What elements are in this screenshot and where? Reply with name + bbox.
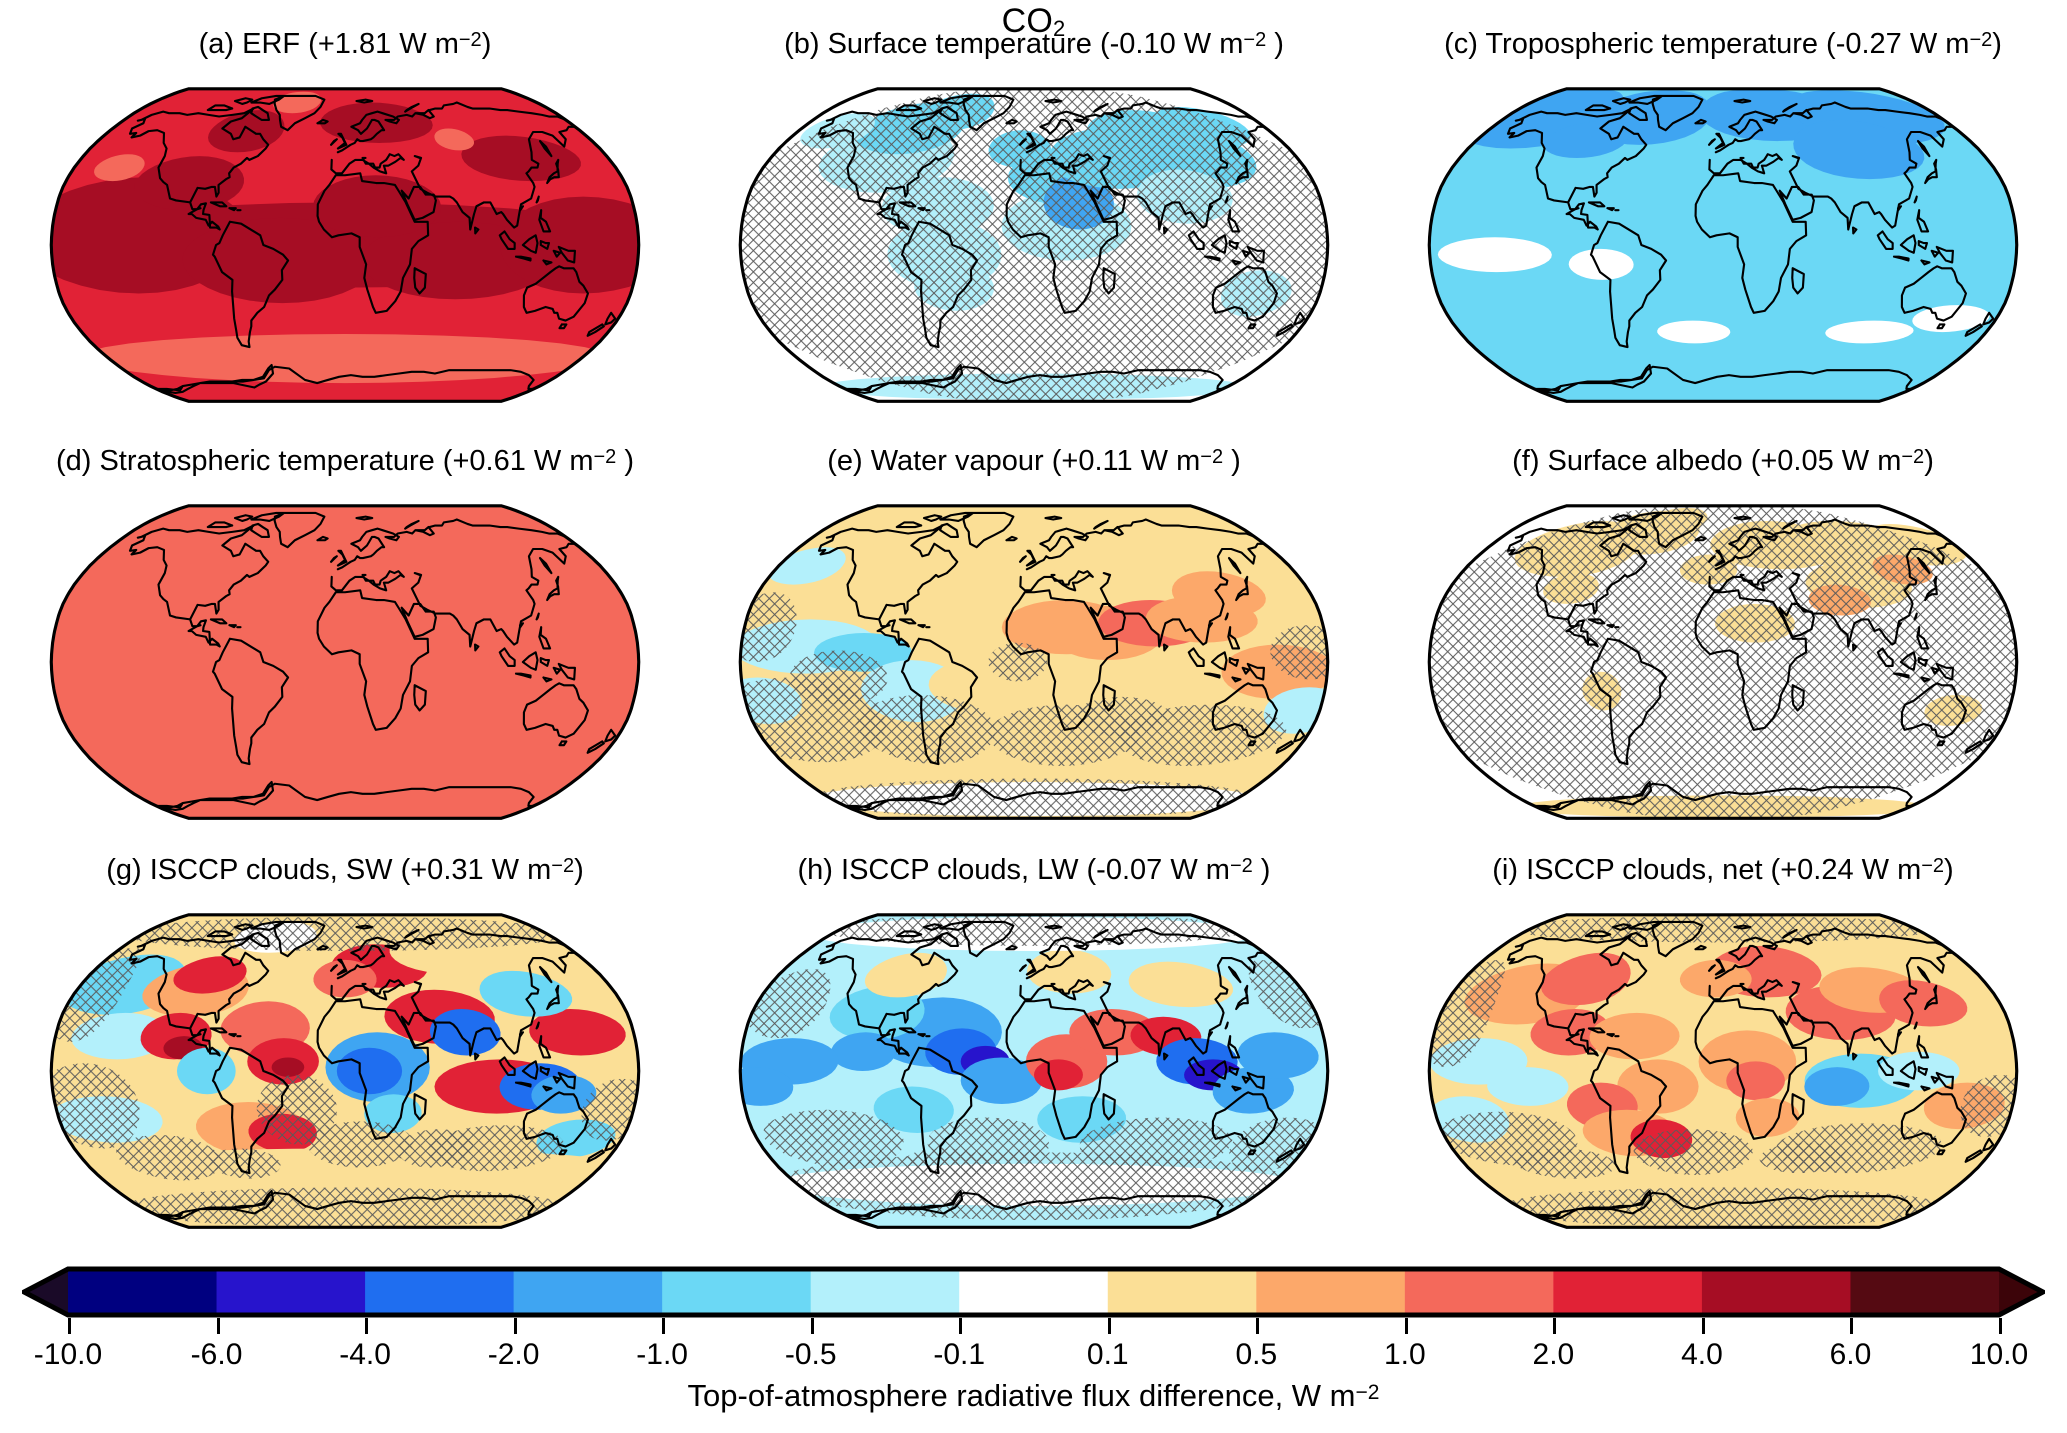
colorbar-ticks: -10.0 -6.0 -4.0 -2.0 -1.0 -0.5 -0.1 0.1 0.5 1.0 2.… — [22, 1318, 2045, 1376]
colorbar-tick — [1256, 1318, 1260, 1334]
panel-title-sup: −2 — [1969, 29, 1993, 51]
panel-title-tail: ) — [574, 854, 584, 886]
panel-title-surface-temperature: (b) Surface temperature (-0.10 W m−2 ) — [697, 30, 1371, 59]
panel-title-text: (g) ISCCP clouds, SW (+0.31 W m — [106, 854, 552, 886]
panel-title-sup: −2 — [1921, 855, 1945, 877]
colorbar-tick-label: -4.0 — [339, 1338, 391, 1371]
panel-title-sup: −2 — [551, 855, 575, 877]
colorbar-tick-label: 0.1 — [1086, 1338, 1129, 1371]
colorbar-tick-label: 10.0 — [1969, 1338, 2029, 1371]
map-water-vapour — [697, 487, 1371, 837]
panel-title-tail: ) — [1944, 854, 1954, 886]
suptitle-text: CO — [1001, 2, 1053, 40]
colorbar-tick — [1999, 1318, 2002, 1334]
panel-title-sup: −2 — [593, 446, 617, 468]
colorbar-tick — [1553, 1318, 1557, 1334]
colorbar-label-sup: −2 — [1355, 1381, 1380, 1404]
panel-title-tail: ) — [1252, 854, 1271, 886]
panel-title-text: (i) ISCCP clouds, net (+0.24 W m — [1492, 854, 1922, 886]
panel-title-text: (h) ISCCP clouds, LW (-0.07 W m — [797, 854, 1230, 886]
panel-title-text: (f) Surface albedo (+0.05 W m — [1512, 445, 1902, 477]
colorbar-tick-label: -2.0 — [487, 1338, 540, 1371]
suptitle-subscript: 2 — [1052, 16, 1066, 41]
panel-title-tail: ) — [616, 445, 635, 477]
colorbar-tick-label: -6.0 — [190, 1338, 243, 1371]
panel-title-stratospheric-temperature: (d) Stratospheric temperature (+0.61 W m… — [8, 447, 682, 476]
panel-title-text: (d) Stratospheric temperature (+0.61 W m — [55, 445, 594, 477]
panel-title-tail: ) — [1924, 445, 1934, 477]
panel-title-tail: ) — [1266, 28, 1284, 60]
panel-title-sup: −2 — [1901, 446, 1925, 468]
panel-water-vapour: (e) Water vapour (+0.11 W m−2 ) — [697, 447, 1371, 837]
panel-title-text: (a) ERF (+1.81 W m — [198, 28, 459, 60]
colorbar-tick — [959, 1318, 963, 1334]
colorbar-tick-label: 1.0 — [1383, 1338, 1426, 1371]
panel-isccp-clouds-sw: (g) ISCCP clouds, SW (+0.31 W m−2) — [8, 856, 682, 1246]
panel-surface-temperature: (b) Surface temperature (-0.10 W m−2 ) — [697, 30, 1371, 420]
panel-title-tail: ) — [1992, 28, 2002, 60]
panel-title-isccp-clouds-lw: (h) ISCCP clouds, LW (-0.07 W m−2 ) — [697, 856, 1371, 885]
map-stratospheric-temperature — [8, 487, 682, 837]
map-tropospheric-temperature — [1386, 70, 2060, 420]
colorbar-tick-label: 4.0 — [1681, 1338, 1723, 1371]
panel-tropospheric-temperature: (c) Tropospheric temperature (-0.27 W m−… — [1386, 30, 2060, 420]
panel-title-water-vapour: (e) Water vapour (+0.11 W m−2 ) — [697, 447, 1371, 476]
colorbar-tick-label: 2.0 — [1532, 1338, 1575, 1371]
map-isccp-clouds-lw — [697, 896, 1371, 1246]
colorbar — [22, 1266, 2045, 1318]
panel-title-tail: ) — [1223, 445, 1241, 477]
map-isccp-clouds-net — [1386, 896, 2060, 1246]
colorbar-label-text: Top-of-atmosphere radiative flux differe… — [687, 1378, 1356, 1413]
colorbar-tick — [365, 1318, 369, 1334]
panel-surface-albedo: (f) Surface albedo (+0.05 W m−2) — [1386, 447, 2060, 837]
panel-title-text: (e) Water vapour (+0.11 W m — [827, 445, 1201, 477]
panel-title-sup: −2 — [1200, 446, 1224, 468]
colorbar-tick — [216, 1318, 220, 1334]
colorbar-tick — [1404, 1318, 1408, 1334]
panel-title-text: (b) Surface temperature (-0.10 W m — [784, 28, 1244, 60]
colorbar-tick — [1850, 1318, 1854, 1334]
panel-title-tail: ) — [481, 28, 492, 60]
colorbar-tick — [1701, 1318, 1705, 1334]
colorbar-tick-label: 0.5 — [1235, 1338, 1278, 1371]
panel-title-text: (c) Tropospheric temperature (-0.27 W m — [1444, 28, 1970, 60]
map-isccp-clouds-sw — [8, 896, 682, 1246]
map-erf — [8, 70, 682, 420]
panel-title-sup: −2 — [1243, 29, 1267, 51]
panel-title-tropospheric-temperature: (c) Tropospheric temperature (-0.27 W m−… — [1386, 30, 2060, 59]
colorbar-tick-label: -1.0 — [636, 1338, 688, 1371]
panel-title-sup: −2 — [1229, 855, 1253, 877]
colorbar-tick-label: -0.5 — [784, 1338, 837, 1371]
panel-stratospheric-temperature: (d) Stratospheric temperature (+0.61 W m… — [8, 447, 682, 837]
colorbar-tick — [662, 1318, 666, 1334]
panel-title-sup: −2 — [458, 29, 482, 51]
colorbar-tick-label: 6.0 — [1829, 1338, 1872, 1371]
colorbar-tick-label: -0.1 — [933, 1338, 986, 1371]
figure-suptitle: CO2 — [0, 2, 2067, 42]
panel-title-surface-albedo: (f) Surface albedo (+0.05 W m−2) — [1386, 447, 2060, 476]
panel-title-erf: (a) ERF (+1.81 W m−2) — [8, 30, 682, 59]
map-surface-temperature — [697, 70, 1371, 420]
colorbar-tick-label: -10.0 — [33, 1338, 103, 1371]
colorbar-axis-label: Top-of-atmosphere radiative flux differe… — [0, 1378, 2067, 1414]
panel-erf: (a) ERF (+1.81 W m−2) — [8, 30, 682, 420]
panel-title-isccp-clouds-net: (i) ISCCP clouds, net (+0.24 W m−2) — [1386, 856, 2060, 885]
colorbar-tick — [810, 1318, 814, 1334]
colorbar-tick — [513, 1318, 517, 1334]
map-surface-albedo — [1386, 487, 2060, 837]
panel-isccp-clouds-lw: (h) ISCCP clouds, LW (-0.07 W m−2 ) — [697, 856, 1371, 1246]
colorbar-tick — [1107, 1318, 1111, 1334]
panel-isccp-clouds-net: (i) ISCCP clouds, net (+0.24 W m−2) — [1386, 856, 2060, 1246]
panel-title-isccp-clouds-sw: (g) ISCCP clouds, SW (+0.31 W m−2) — [8, 856, 682, 885]
colorbar-tick — [68, 1318, 71, 1334]
